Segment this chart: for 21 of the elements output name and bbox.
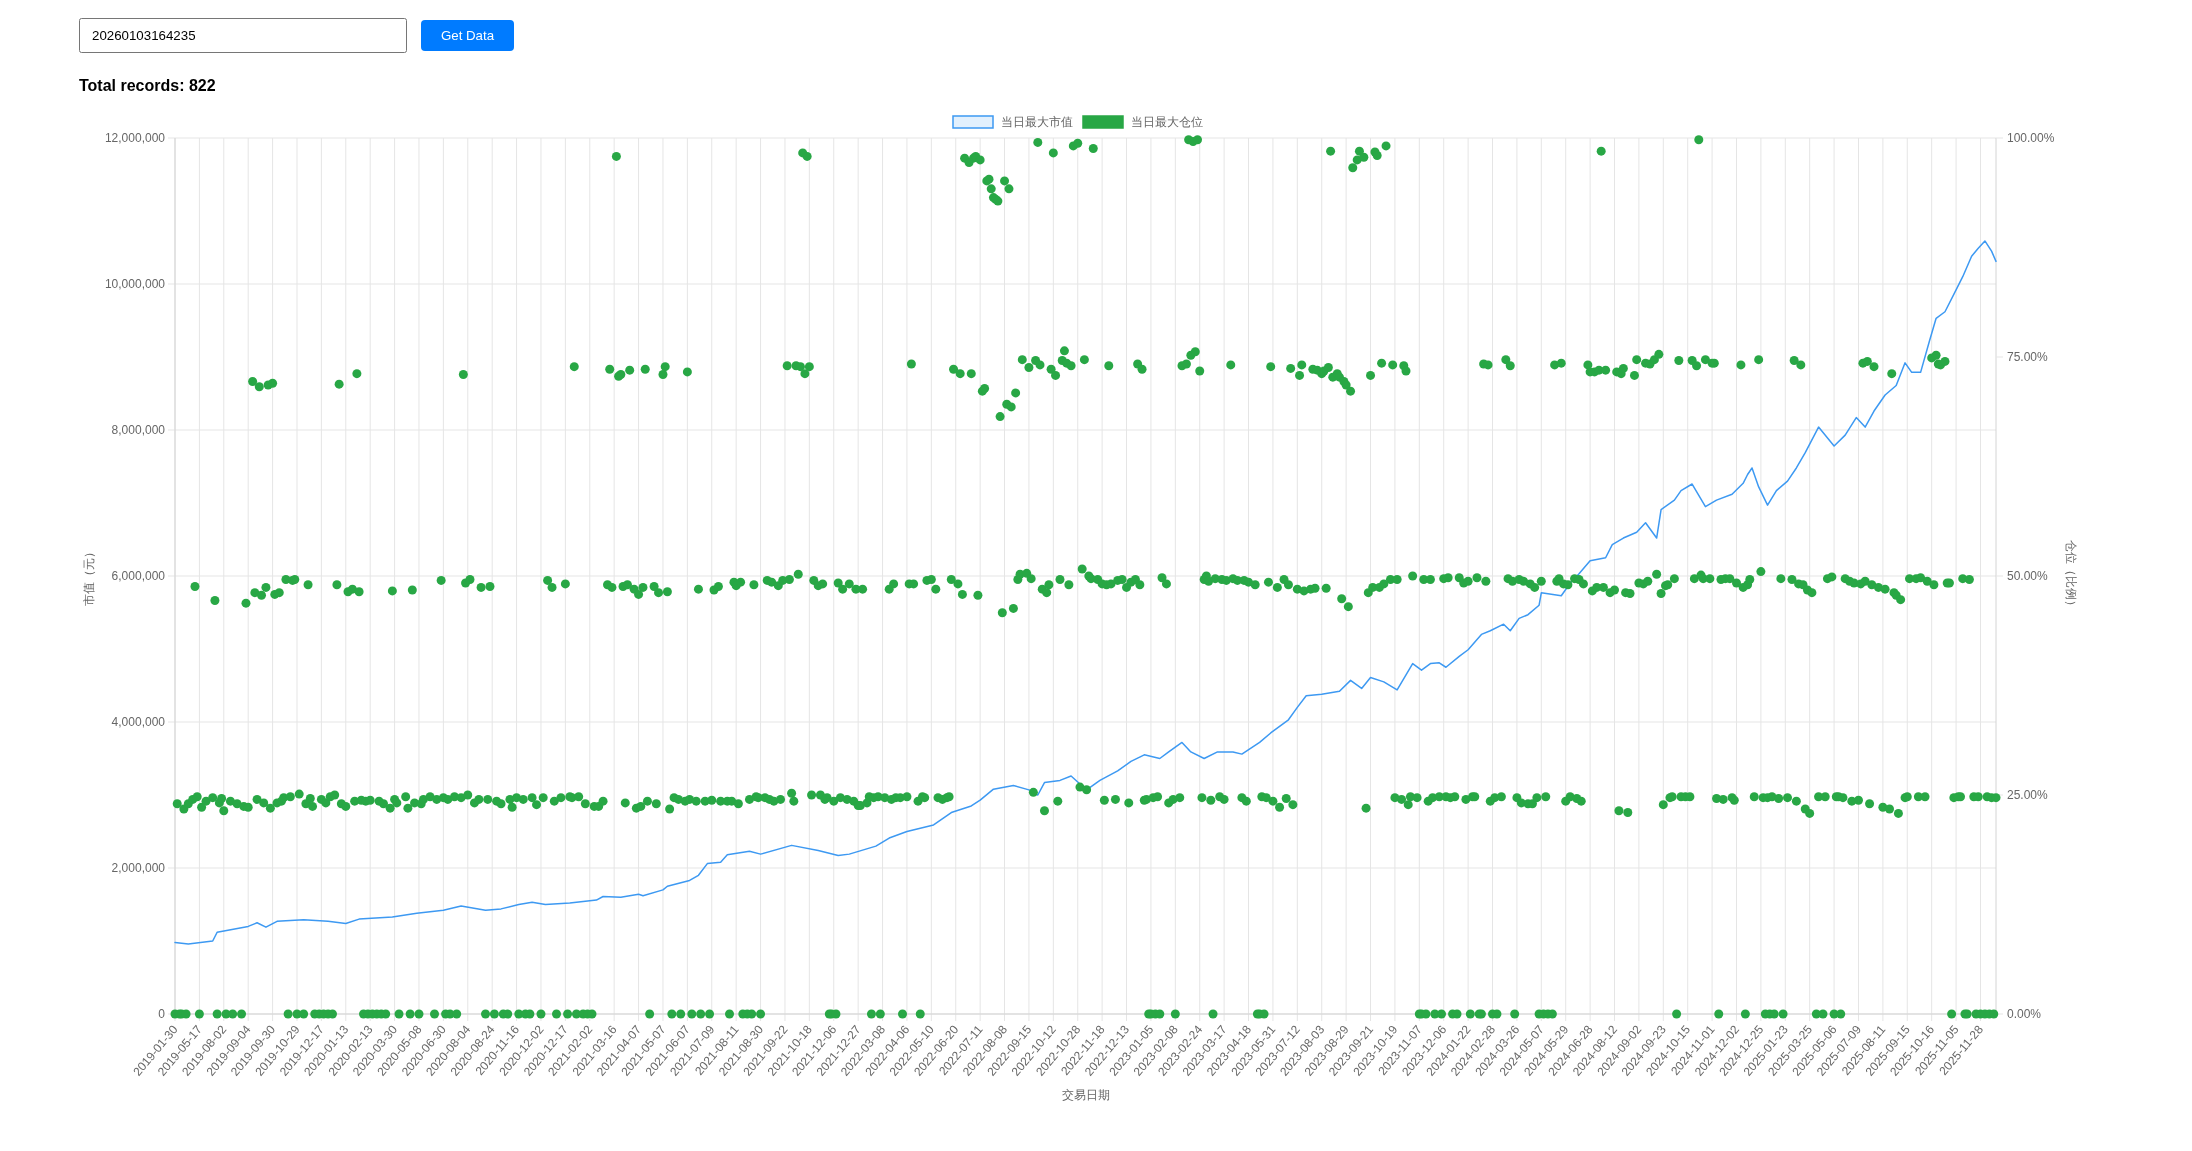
x-axis-title: 交易日期 xyxy=(1061,1088,1110,1103)
y2-tick-label: 0.00% xyxy=(2007,1007,2042,1022)
y2-tick-label: 50.00% xyxy=(2007,569,2049,584)
y2-tick-label: 25.00% xyxy=(2007,788,2049,803)
text-input: 20260103164235 xyxy=(79,18,407,53)
button: Get Data xyxy=(421,20,514,51)
chart-title: Total records: 822 xyxy=(79,77,216,94)
legend-label: 当日最大仓位 xyxy=(1131,115,1203,130)
y-axis-title: 市值（元） xyxy=(82,546,97,606)
y-tick-label: 0 xyxy=(158,1007,166,1022)
y-tick-label: 10,000,000 xyxy=(104,277,166,292)
y-tick-label: 6,000,000 xyxy=(111,569,166,584)
line-series xyxy=(174,240,1997,945)
y-tick-label: 4,000,000 xyxy=(111,715,166,730)
y-tick-label: 2,000,000 xyxy=(111,861,166,876)
y-tick-label: 8,000,000 xyxy=(111,423,166,438)
legend-label: 当日最大市值 xyxy=(1001,115,1073,130)
y-tick-label: 12,000,000 xyxy=(104,131,166,146)
y2-tick-label: 100.00% xyxy=(2007,131,2055,146)
y2-tick-label: 75.00% xyxy=(2007,350,2049,365)
y2-axis-title: 仓位（比例） xyxy=(2063,540,2078,612)
